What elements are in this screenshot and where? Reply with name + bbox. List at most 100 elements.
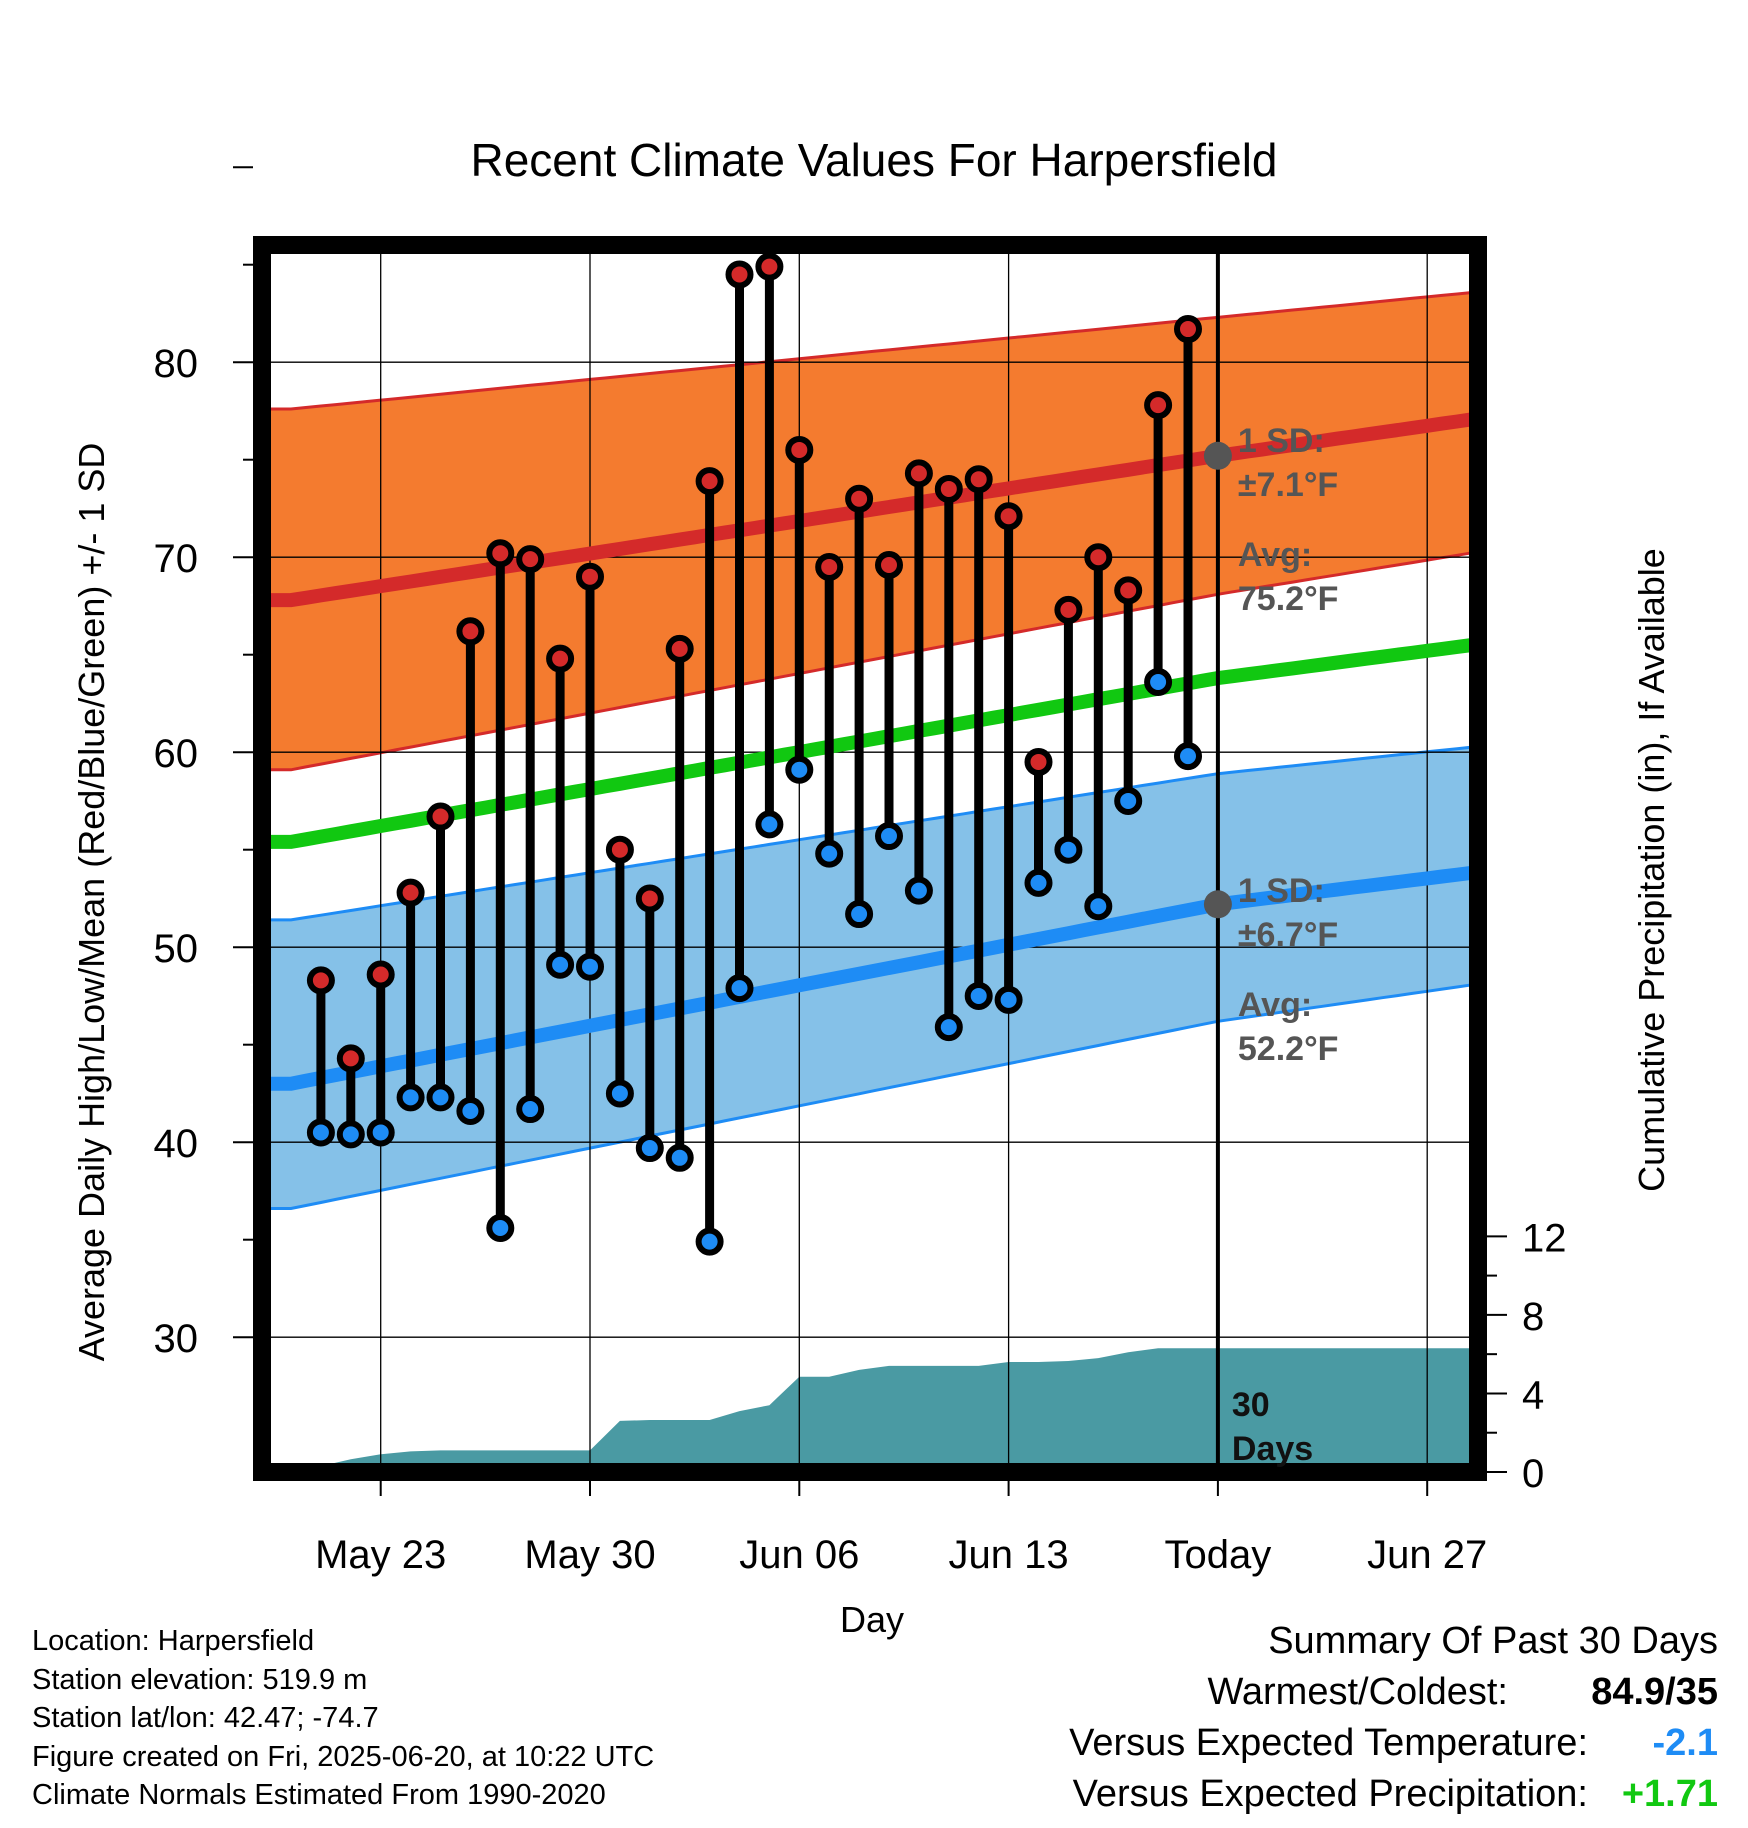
high-point <box>605 835 634 864</box>
low-point <box>1054 835 1083 864</box>
low-point <box>516 1095 545 1124</box>
warm-cold-label: Warmest/Coldest: <box>1207 1671 1508 1713</box>
low-point <box>546 950 575 979</box>
high-point <box>486 539 515 568</box>
high-normal-marker <box>1203 441 1232 470</box>
low-point <box>306 1118 335 1147</box>
temp-label: Versus Expected Temperature: <box>1069 1722 1588 1764</box>
high-point <box>665 634 694 663</box>
high-point <box>815 552 844 581</box>
y-tick-label: 80 <box>154 342 199 386</box>
y2-tick-label: 8 <box>1522 1295 1544 1339</box>
high-point <box>1114 576 1143 605</box>
y2-tick-label: 0 <box>1522 1452 1544 1496</box>
high-point <box>635 884 664 913</box>
y2-axis-label: Cumulative Precipitation (in), If Availa… <box>1631 548 1672 1192</box>
x-tick-label: Today <box>1165 1533 1272 1577</box>
y2-tick-label: 4 <box>1522 1373 1544 1417</box>
high-point <box>336 1044 365 1073</box>
low-point <box>336 1120 365 1149</box>
summary-warm-cold: Warmest/Coldest: 84.9/35 <box>1069 1671 1718 1722</box>
high-avg-value: 75.2°F <box>1238 580 1339 618</box>
low-point <box>396 1083 425 1112</box>
x-tick-label: May 23 <box>315 1533 446 1577</box>
high-point <box>695 467 724 496</box>
high-point <box>306 966 335 995</box>
precip-area <box>299 1348 1478 1472</box>
high-point <box>1024 747 1053 776</box>
low-point <box>665 1143 694 1172</box>
high-normal-line <box>262 411 1478 608</box>
high-point <box>845 484 874 513</box>
x-tick-label: May 30 <box>524 1533 655 1577</box>
high-point <box>875 551 903 579</box>
location-text: Location: Harpersfield <box>32 1625 315 1657</box>
high-point <box>934 474 963 503</box>
high-point <box>456 617 485 646</box>
summary-title: Summary Of Past 30 Days <box>1268 1620 1718 1662</box>
precip-label: Versus Expected Precipitation: <box>1072 1773 1588 1815</box>
low-point <box>456 1097 485 1125</box>
low-point <box>1114 786 1143 815</box>
temp-value: -2.1 <box>1652 1722 1718 1764</box>
summary-temp: Versus Expected Temperature: -2.1 <box>1069 1722 1718 1773</box>
high-point <box>755 252 784 281</box>
high-sd-value: ±7.1°F <box>1238 466 1338 504</box>
low-avg-value: 52.2°F <box>1238 1030 1339 1068</box>
y-axis-label: Average Daily High/Low/Mean (Red/Blue/Gr… <box>71 443 112 1362</box>
low-point <box>815 839 844 868</box>
high-point <box>1084 543 1113 572</box>
high-point <box>426 802 455 831</box>
y2-tick-label: 12 <box>1522 1216 1567 1260</box>
high-point <box>516 545 545 574</box>
plot-content <box>262 245 1478 1472</box>
y-tick-label: 30 <box>154 1317 199 1361</box>
low-point <box>695 1227 724 1256</box>
elevation-text: Station elevation: 519.9 m <box>32 1663 368 1696</box>
x-tick-label: Jun 27 <box>1367 1533 1487 1577</box>
plot-frame <box>253 236 1487 1481</box>
plot-area <box>233 166 1507 1496</box>
high-avg-label: Avg: <box>1238 536 1312 574</box>
y-tick-label: 50 <box>154 927 199 971</box>
high-point <box>1174 315 1202 344</box>
normals-text: Climate Normals Estimated From 1990-2020 <box>32 1779 606 1811</box>
high-point <box>964 465 993 494</box>
y-tick-label: 40 <box>154 1122 199 1166</box>
warm-cold-value: 84.9/35 <box>1591 1671 1718 1713</box>
low-point <box>1084 892 1113 921</box>
high-point <box>725 260 754 289</box>
low-point <box>486 1214 515 1242</box>
high-point <box>1144 391 1173 420</box>
chart-title: Recent Climate Values For Harpersfield <box>470 134 1277 186</box>
summary-precip: Versus Expected Precipitation: +1.71 <box>1069 1773 1718 1824</box>
low-point <box>725 974 754 1003</box>
low-sd-label: 1 SD: <box>1238 872 1325 910</box>
low-avg-label: Avg: <box>1238 986 1312 1024</box>
low-point <box>1174 742 1202 771</box>
x-tick-label: Jun 06 <box>739 1533 859 1577</box>
low-point <box>904 876 933 905</box>
x-axis-label: Day <box>840 1599 904 1640</box>
low-point <box>426 1083 455 1112</box>
high-point <box>396 878 425 907</box>
days-count-label: 30 <box>1232 1386 1270 1424</box>
y-tick-label: 60 <box>154 732 199 776</box>
low-point <box>994 985 1023 1014</box>
low-sd-lower-line <box>262 982 1478 1210</box>
high-sd-label: 1 SD: <box>1238 422 1325 460</box>
low-point <box>964 981 993 1010</box>
low-normal-marker <box>1203 890 1232 919</box>
high-point <box>366 960 395 989</box>
low-sd-value: ±6.7°F <box>1238 916 1338 954</box>
low-point <box>576 952 604 981</box>
x-tick-label: Jun 13 <box>949 1533 1069 1577</box>
low-point <box>845 900 874 929</box>
low-point <box>635 1134 664 1163</box>
high-point <box>904 459 933 488</box>
low-point <box>875 822 903 851</box>
low-point <box>785 755 814 784</box>
summary-panel: Summary Of Past 30 Days Warmest/Coldest:… <box>1069 1620 1718 1824</box>
days-word-label: Days <box>1232 1430 1313 1468</box>
